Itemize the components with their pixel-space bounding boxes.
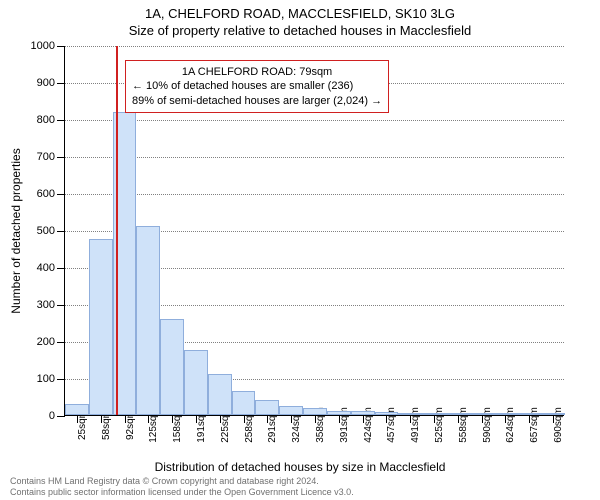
y-tick-label: 100 (37, 373, 55, 385)
histogram-bar (494, 413, 518, 415)
attribution-line2: Contains public sector information licen… (10, 487, 354, 498)
histogram-bar (65, 404, 89, 415)
y-tick-label: 200 (37, 336, 55, 348)
histogram-bar (279, 406, 303, 415)
y-tick-label: 400 (37, 262, 55, 274)
annotation-box: 1A CHELFORD ROAD: 79sqm← 10% of detached… (125, 60, 389, 113)
histogram-bar (470, 413, 494, 415)
histogram-bar (422, 413, 446, 415)
plot-area: 0100200300400500600700800900100025sqm58s… (64, 46, 564, 416)
histogram-bar (398, 413, 422, 415)
y-tick (57, 120, 65, 121)
y-tick (57, 157, 65, 158)
histogram-bar (255, 400, 279, 415)
histogram-bar (446, 413, 470, 415)
y-tick-label: 0 (49, 410, 55, 422)
histogram-bar (327, 411, 351, 415)
y-axis-label: Number of detached properties (9, 148, 23, 313)
chart-subtitle: Size of property relative to detached ho… (0, 23, 600, 38)
y-tick-label: 1000 (31, 40, 55, 52)
annotation-line: 89% of semi-detached houses are larger (… (132, 94, 382, 108)
histogram-bar (208, 374, 232, 415)
gridline (65, 120, 564, 121)
y-tick (57, 83, 65, 84)
y-tick-label: 600 (37, 188, 55, 200)
reference-line (116, 46, 118, 415)
chart-title-block: 1A, CHELFORD ROAD, MACCLESFIELD, SK10 3L… (0, 0, 600, 38)
chart-area: 0100200300400500600700800900100025sqm58s… (64, 46, 564, 416)
y-tick-label: 500 (37, 225, 55, 237)
histogram-bar (351, 411, 375, 415)
attribution-line1: Contains HM Land Registry data © Crown c… (10, 476, 354, 487)
histogram-bar (375, 412, 399, 415)
histogram-bar (541, 413, 565, 415)
annotation-line: 1A CHELFORD ROAD: 79sqm (132, 65, 382, 79)
attribution-text: Contains HM Land Registry data © Crown c… (10, 476, 354, 498)
y-tick-label: 300 (37, 299, 55, 311)
y-tick (57, 305, 65, 306)
y-tick (57, 268, 65, 269)
y-tick (57, 231, 65, 232)
gridline (65, 46, 564, 47)
histogram-bar (89, 239, 113, 415)
histogram-bar (232, 391, 256, 415)
gridline (65, 194, 564, 195)
histogram-bar (303, 408, 327, 415)
x-axis-label: Distribution of detached houses by size … (155, 460, 446, 474)
page-title: 1A, CHELFORD ROAD, MACCLESFIELD, SK10 3L… (0, 6, 600, 21)
annotation-line: ← 10% of detached houses are smaller (23… (132, 79, 382, 93)
y-tick-label: 900 (37, 77, 55, 89)
y-tick (57, 46, 65, 47)
y-tick (57, 416, 65, 417)
y-tick (57, 342, 65, 343)
y-tick (57, 379, 65, 380)
y-tick-label: 800 (37, 114, 55, 126)
histogram-bar (160, 319, 184, 415)
gridline (65, 157, 564, 158)
histogram-bar (136, 226, 160, 415)
y-tick (57, 194, 65, 195)
histogram-bar (517, 413, 541, 415)
histogram-bar (184, 350, 208, 415)
y-tick-label: 700 (37, 151, 55, 163)
